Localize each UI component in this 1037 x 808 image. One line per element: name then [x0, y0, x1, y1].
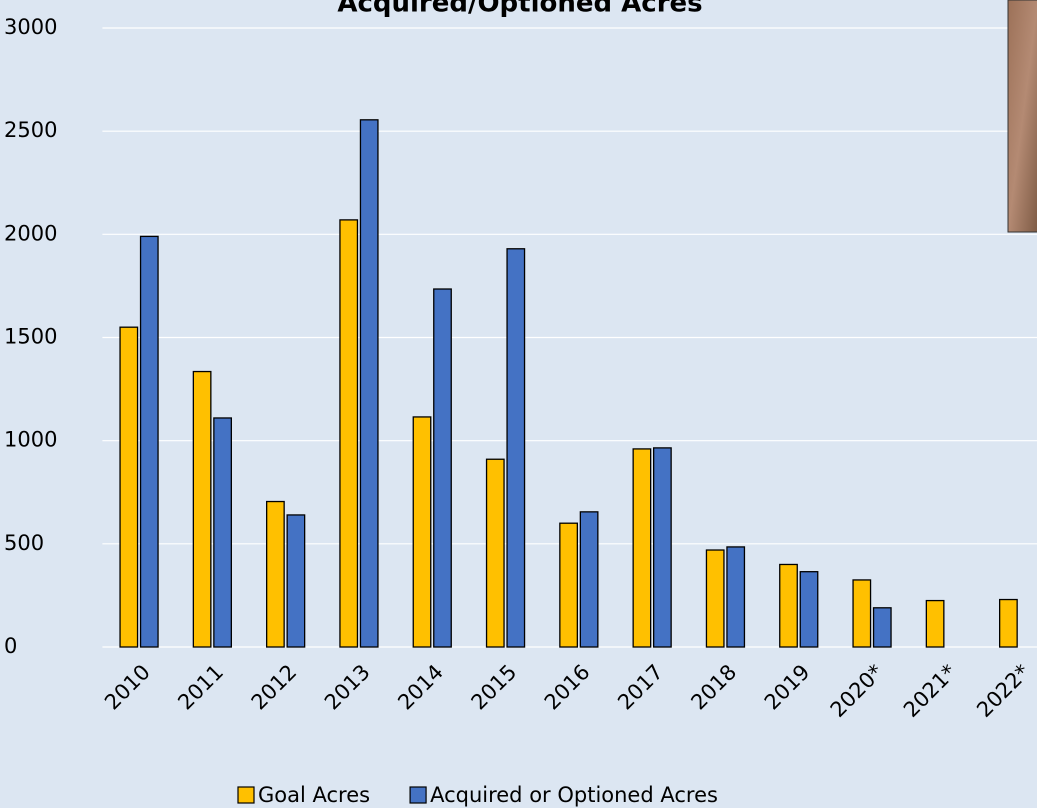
bar — [120, 327, 138, 647]
bar — [727, 547, 745, 647]
y-tick-label: 1500 — [4, 325, 57, 349]
bar — [633, 449, 651, 647]
bar — [507, 249, 525, 647]
chart: Acquired/Optioned Acres 0 500 1000 1500 2000… — [0, 0, 1037, 808]
bar — [413, 417, 431, 647]
bar — [654, 448, 672, 647]
bar — [926, 601, 944, 647]
y-tick-label: 500 — [4, 531, 44, 555]
chart-title: Acquired/Optioned Acres — [337, 0, 702, 19]
bar — [874, 608, 892, 647]
legend-swatch — [410, 787, 426, 803]
bar — [800, 572, 818, 647]
bar — [1000, 600, 1018, 647]
bar — [267, 502, 285, 647]
bar — [360, 120, 378, 647]
photo — [1008, 0, 1037, 232]
legend-swatch — [238, 787, 254, 803]
bar — [853, 580, 871, 647]
legend-label: Acquired or Optioned Acres — [430, 783, 718, 807]
bar — [434, 289, 452, 647]
bar — [340, 220, 358, 647]
bar — [580, 512, 598, 647]
bar — [560, 523, 578, 647]
bar — [287, 515, 305, 647]
legend-label: Goal Acres — [258, 783, 370, 807]
bar — [706, 550, 724, 647]
bar — [141, 236, 159, 647]
bar — [214, 418, 232, 647]
y-tick-label: 2500 — [4, 118, 57, 142]
bar — [780, 564, 798, 647]
bar — [193, 372, 211, 647]
y-tick-label: 3000 — [4, 15, 57, 39]
y-tick-label: 1000 — [4, 428, 57, 452]
y-tick-label: 2000 — [4, 221, 57, 245]
y-tick-label: 0 — [4, 634, 17, 658]
bar — [487, 459, 505, 647]
